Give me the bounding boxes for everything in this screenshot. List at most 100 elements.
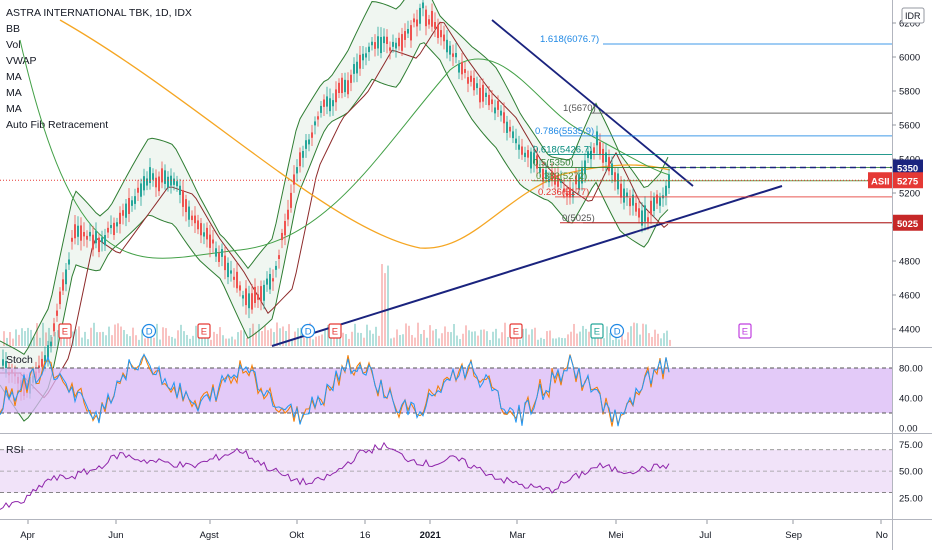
candle-body [437,24,439,38]
volume-bar [111,335,113,346]
candle-body [164,170,166,184]
price-tick-label: 6200 [899,19,920,30]
volume-bar [21,328,23,346]
candle-body [353,64,355,74]
candle-body [89,231,91,237]
volume-bar [45,332,47,346]
price-badge-5025-label: 5025 [897,219,919,230]
candle-body [521,146,523,155]
indicator-ma-2[interactable]: MA [6,87,22,99]
candle-body [656,194,658,204]
candle-body [53,323,55,332]
candle-body [116,222,118,227]
indicator-vwap[interactable]: VWAP [6,55,37,67]
volume-bar [75,329,77,346]
earnings-marker [738,323,752,339]
earnings-marker [590,323,604,339]
fib-level-label: 0.236(5177) [538,187,589,198]
volume-bar [306,334,308,346]
volume-bar [345,334,347,346]
candle-body [461,62,463,75]
volume-bar [102,331,104,346]
volume-bar [321,334,323,346]
candle-body [323,99,325,107]
candle-body [143,176,145,191]
candle-body [425,9,427,27]
dividend-marker [609,323,625,339]
candle-body [173,178,175,185]
candle-body [71,237,73,242]
candle-body [242,295,244,299]
candle-body [362,53,364,61]
candle-body [452,53,454,57]
volume-bar [480,329,482,346]
candle-body [326,96,328,107]
candle-body [596,131,598,146]
volume-bar [648,333,650,346]
volume-bar [84,331,86,346]
volume-bar [453,324,455,346]
candle-body [194,215,196,224]
candle-body [176,181,178,187]
volume-bar [105,335,107,346]
volume-bar [342,332,344,346]
candle-body [581,167,583,184]
candle-body [443,34,445,42]
candle-body [602,148,604,163]
volume-bar [633,322,635,346]
volume-bar [459,339,461,346]
volume-bar [390,338,392,346]
candle-body [179,185,181,195]
volume-bar [141,329,143,346]
candle-body [62,279,64,291]
candle-body [266,278,268,285]
indicator-ma-1[interactable]: MA [6,71,22,83]
volume-bar [48,327,50,346]
fib-level-label: 1.618(6076.7) [540,34,599,45]
volume-bar [399,335,401,346]
volume-bar [636,323,638,346]
candle-body [374,42,376,49]
volume-bar [285,330,287,346]
candle-body [449,45,451,55]
volume-bar [237,332,239,346]
indicator-bb[interactable]: BB [6,23,21,35]
volume-bar [153,337,155,346]
candle-body [359,54,361,69]
volume-bar [666,330,668,346]
price-tick-label: 5600 [899,121,920,132]
candle-body [494,107,496,114]
indicator-vol[interactable]: Vol [6,39,21,51]
indicator-auto-fib[interactable]: Auto Fib Retracement [6,119,109,131]
candle-body [377,36,379,49]
volume-bar [255,331,257,346]
volume-bar [24,331,26,346]
volume-bar [507,336,509,346]
volume-bar [147,331,149,346]
volume-bar [519,339,521,346]
volume-bar [69,335,71,346]
candle-body [104,235,106,246]
stoch-band [0,368,892,413]
volume-bar [279,328,281,346]
resistance-trendline [491,19,694,187]
candle-body [206,227,208,240]
volume-bar [525,328,527,346]
volume-bar [66,338,68,346]
volume-bar [99,332,101,346]
volume-bar [486,331,488,346]
candle-body [500,110,502,116]
volume-bar [327,325,329,346]
volume-bar [540,337,542,346]
volume-bar [195,325,197,346]
volume-bar [303,336,305,346]
candle-body [41,358,43,367]
rsi-tick-label: 75.00 [899,440,923,451]
candle-body [311,132,313,138]
volume-bar [591,338,593,346]
candle-body [386,36,388,44]
volume-bar [12,338,14,346]
volume-bar [387,265,389,346]
indicator-ma-3[interactable]: MA [6,103,22,115]
